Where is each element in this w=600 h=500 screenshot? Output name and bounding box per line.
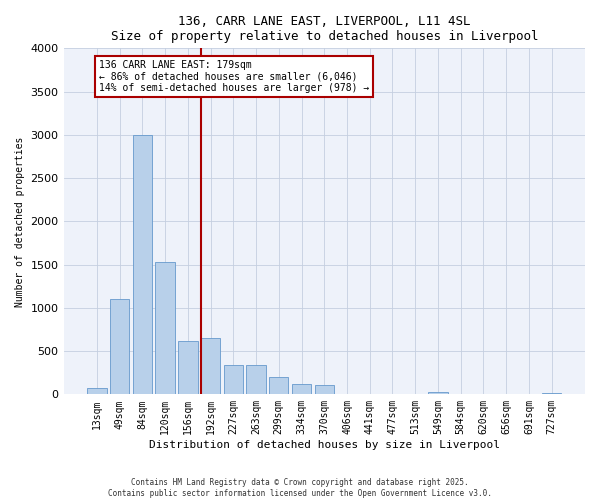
Bar (133, 135, 152, 394)
Bar (292, 384, 311, 394)
Bar (178, 340, 197, 394)
Bar (314, 385, 334, 394)
Y-axis label: Number of detached properties: Number of detached properties (15, 136, 25, 306)
Bar (269, 377, 289, 394)
Bar (542, 392, 561, 394)
Bar (155, 262, 175, 394)
Bar (428, 392, 448, 394)
Bar (201, 338, 220, 394)
Bar (224, 365, 243, 394)
Bar (247, 366, 266, 394)
X-axis label: Distribution of detached houses by size in Liverpool: Distribution of detached houses by size … (149, 440, 500, 450)
Bar (110, 299, 130, 394)
Bar (87, 388, 107, 394)
Text: Contains HM Land Registry data © Crown copyright and database right 2025.
Contai: Contains HM Land Registry data © Crown c… (108, 478, 492, 498)
Text: 136 CARR LANE EAST: 179sqm
← 86% of detached houses are smaller (6,046)
14% of s: 136 CARR LANE EAST: 179sqm ← 86% of deta… (99, 60, 369, 93)
Title: 136, CARR LANE EAST, LIVERPOOL, L11 4SL
Size of property relative to detached ho: 136, CARR LANE EAST, LIVERPOOL, L11 4SL … (110, 15, 538, 43)
